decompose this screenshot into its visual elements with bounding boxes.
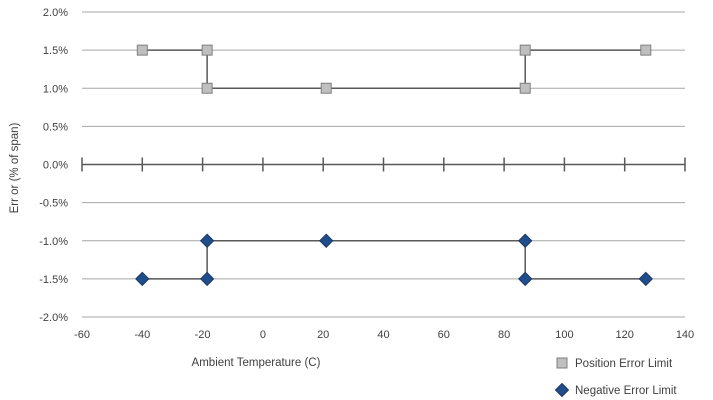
x-tick-label: 100	[555, 329, 573, 341]
position-error-point	[640, 44, 652, 56]
x-tick-labels: -60 -40 -20 0 20 40 60 80 100 120 140	[74, 329, 694, 341]
x-tick-label: 80	[498, 329, 510, 341]
x-tick-label: 40	[377, 329, 389, 341]
position-error-point	[519, 82, 531, 94]
negative-error-point	[319, 233, 334, 248]
negative-error-point	[199, 233, 215, 248]
negative-error-point	[517, 271, 533, 287]
y-tick-label: 0.0%	[43, 160, 68, 172]
x-axis-title: Ambient Temperature (C)	[192, 357, 321, 369]
x-tick-label: 0	[260, 329, 266, 341]
y-tick-label: -1.5%	[39, 274, 68, 286]
x-tick-label: 140	[676, 329, 694, 341]
negative-error-point	[517, 233, 533, 248]
negative-error-line	[142, 240, 646, 280]
y-tick-label: 2.0%	[43, 7, 68, 19]
x-tick-label: 120	[616, 329, 634, 341]
y-tick-label: 1.5%	[43, 45, 68, 57]
x-tick-label: -60	[74, 329, 90, 341]
legend-position-error-label: Position Error Limit	[575, 358, 673, 370]
y-axis-title: Err or (% of span)	[9, 122, 21, 213]
legend-negative-error-label: Negative Error Limit	[575, 385, 677, 397]
position-error-point	[201, 82, 213, 94]
position-error-point	[320, 82, 332, 94]
y-tick-label: 1.0%	[43, 83, 68, 95]
negative-error-point	[638, 271, 654, 287]
x-tick-label: -40	[134, 329, 150, 341]
zero-axis	[81, 157, 686, 172]
y-tick-label: -0.5%	[39, 198, 68, 210]
x-tick-label: 20	[317, 329, 329, 341]
series-markers	[135, 44, 654, 287]
negative-error-point	[135, 271, 150, 287]
negative-error-point	[199, 271, 215, 287]
y-tick-labels: 2.0% 1.5% 1.0% 0.5% 0.0% -0.5% -1.0% -1.5% -2.0%	[39, 7, 68, 324]
y-tick-label: 0.5%	[43, 121, 68, 133]
position-error-point	[201, 44, 213, 56]
position-error-point	[136, 44, 148, 56]
x-tick-label: 60	[438, 329, 450, 341]
x-tick-label: -20	[195, 329, 211, 341]
y-tick-label: -1.0%	[39, 236, 68, 248]
legend-square-icon	[556, 357, 568, 369]
y-tick-label: -2.0%	[39, 312, 68, 324]
position-error-line	[142, 49, 646, 89]
legend: Position Error Limit Negative Error Limit	[554, 357, 677, 398]
position-error-point	[519, 44, 531, 56]
legend-diamond-icon	[554, 382, 570, 398]
